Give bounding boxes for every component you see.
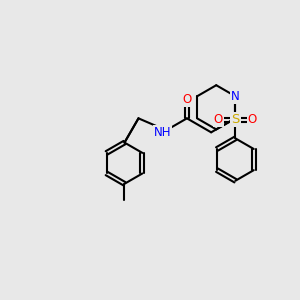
Text: N: N	[231, 90, 240, 103]
Text: O: O	[248, 113, 257, 126]
Text: NH: NH	[154, 126, 172, 139]
Text: S: S	[231, 113, 240, 126]
Text: O: O	[214, 113, 223, 126]
Text: O: O	[182, 93, 192, 106]
